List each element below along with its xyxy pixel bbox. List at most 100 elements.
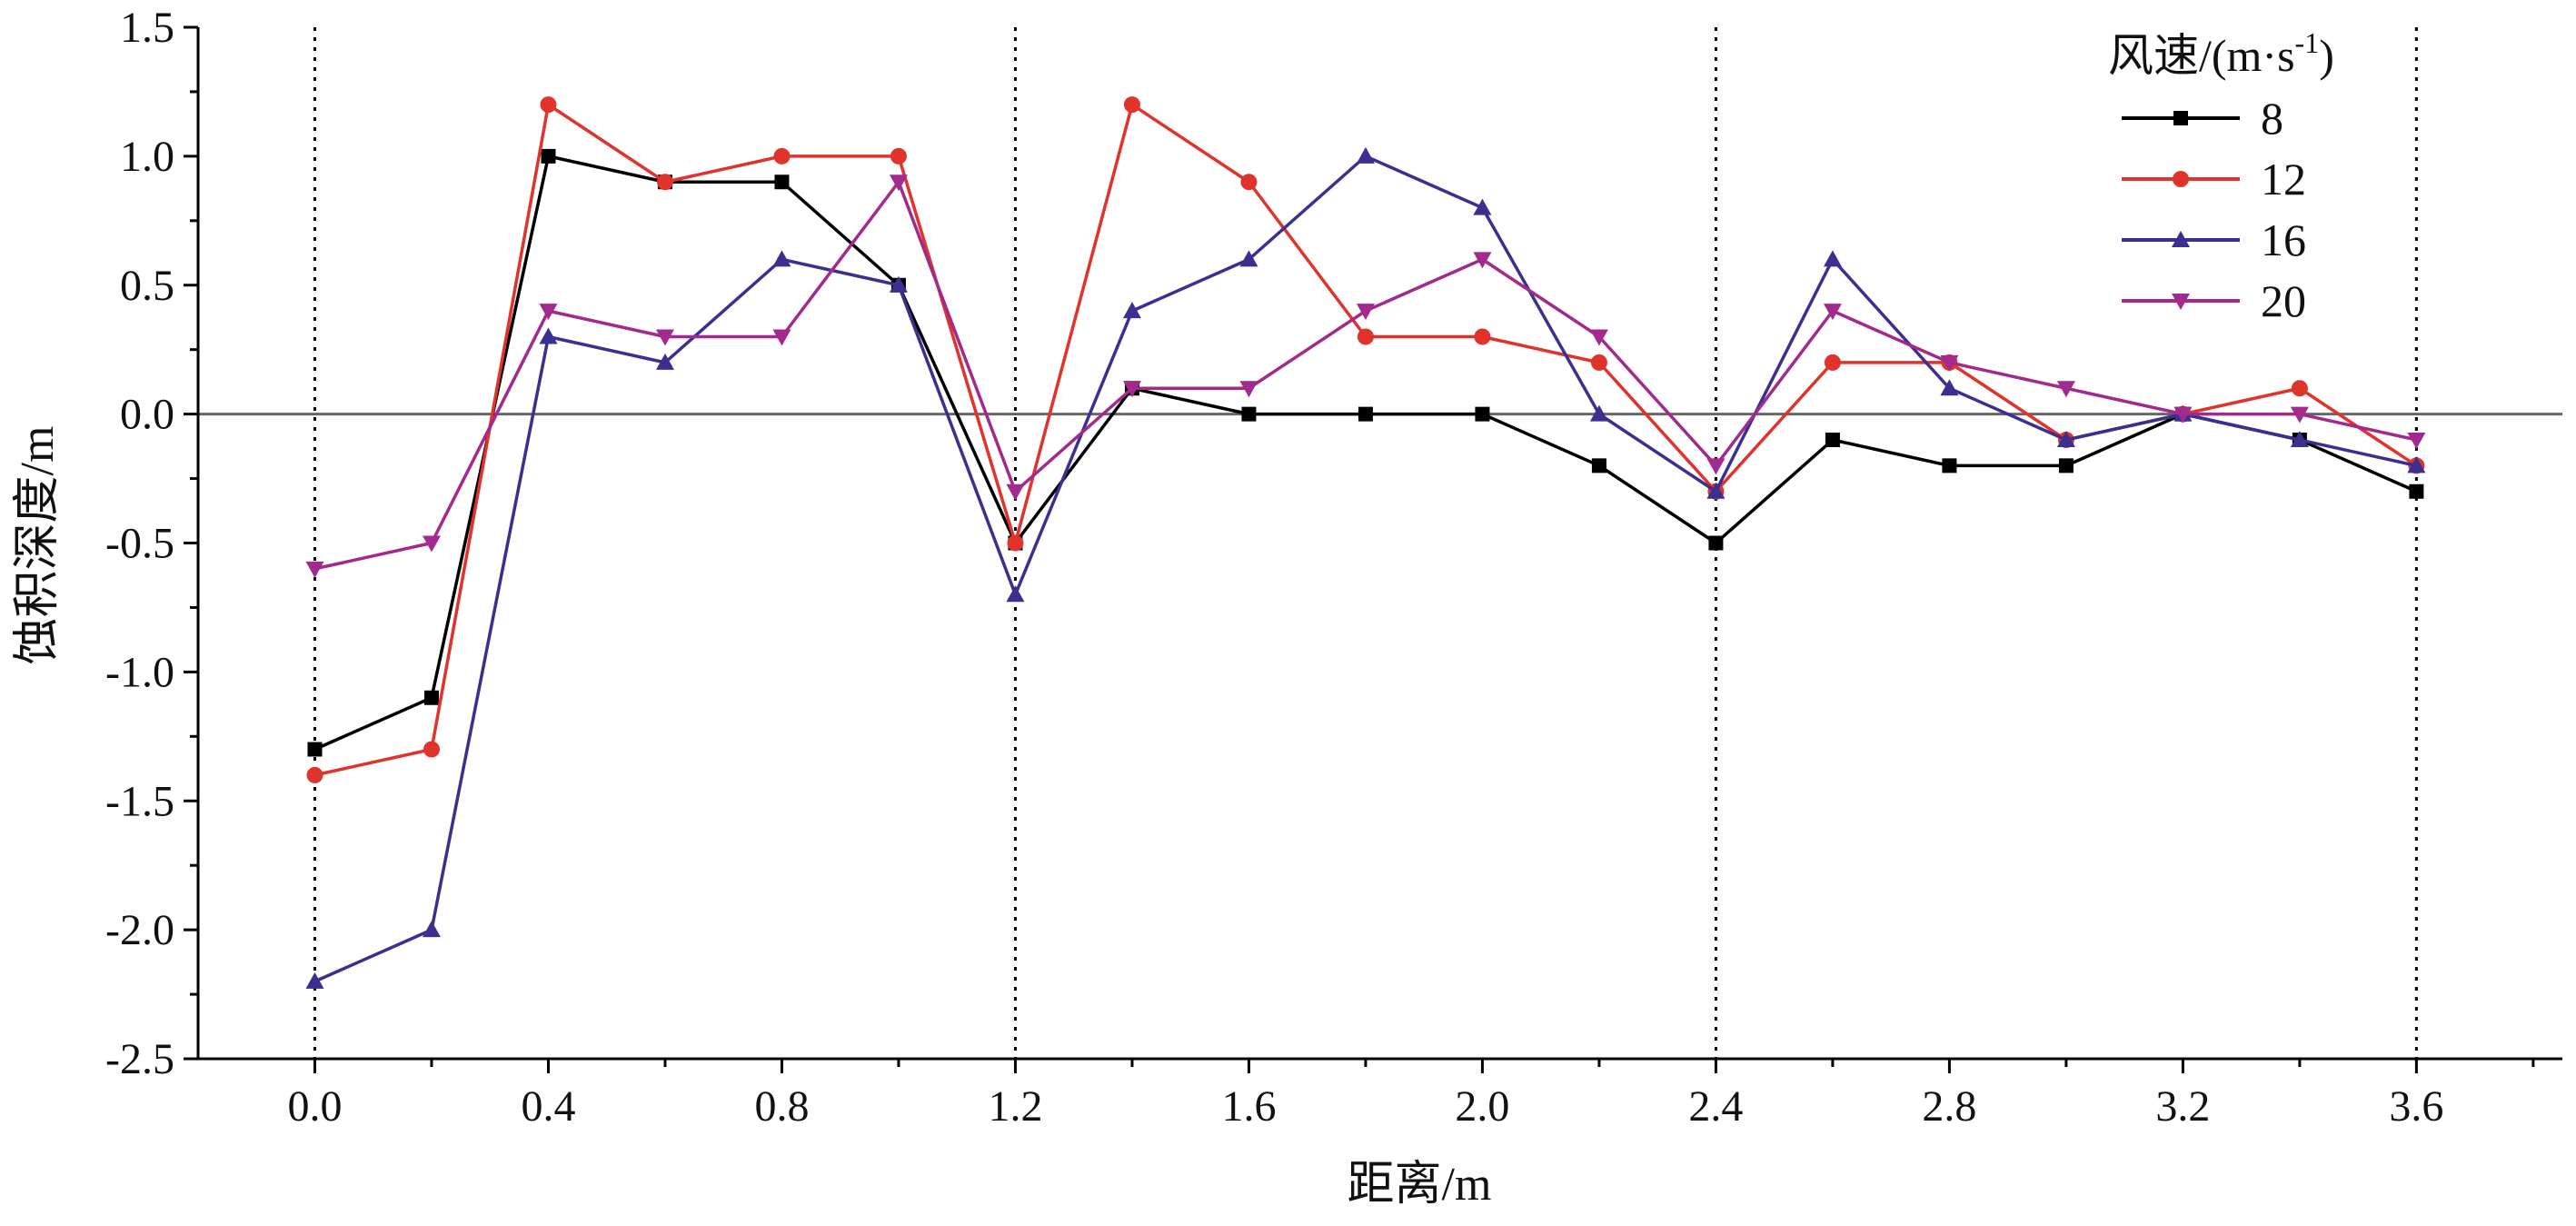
data-point-16-5 [889,275,908,293]
series-line-12 [314,103,2418,777]
data-point-12-0 [306,766,323,783]
x-tick-label-5: 2.0 [1455,1082,1509,1131]
legend-marker-16 [2172,231,2190,247]
data-point-20-17 [2290,406,2309,424]
data-point-20-9 [1356,304,1375,321]
data-point-20-13 [1823,304,1842,321]
data-point-20-16 [2173,406,2193,424]
x-tick-label-9: 3.6 [2389,1082,2443,1131]
y-tick-label-6: -1.5 [105,777,174,825]
data-point-12-11 [1590,354,1607,371]
data-point-12-17 [2291,380,2308,397]
data-point-8-13 [1825,433,1840,447]
data-point-20-0 [305,561,324,578]
data-point-16-9 [1356,146,1375,164]
data-point-16-6 [1006,585,1025,603]
data-point-12-6 [1007,534,1024,552]
data-point-20-15 [2056,381,2075,398]
data-point-12-4 [773,147,791,164]
y-tick-label-4: -0.5 [105,520,174,568]
data-point-12-3 [656,174,673,191]
data-point-12-10 [1474,328,1491,345]
data-point-16-12 [1706,482,1726,499]
data-point-20-1 [422,535,441,553]
legend-title: 风速/(m·s-1) [2108,26,2334,81]
data-point-20-6 [1006,483,1025,501]
data-point-16-4 [772,250,791,267]
x-tick-label-6: 2.4 [1688,1082,1743,1131]
y-tick-label-5: -1.0 [105,648,174,696]
y-tick-label-8: -2.5 [105,1035,174,1083]
data-point-20-7 [1122,381,1141,398]
data-point-8-11 [1591,458,1606,473]
legend-marker-12 [2173,171,2189,187]
data-point-12-1 [423,741,440,758]
data-point-12-5 [890,147,907,164]
data-point-20-10 [1473,252,1492,269]
data-point-12-13 [1824,354,1841,371]
y-tick-label-3: 0.0 [120,391,174,439]
legend-label-12: 12 [2261,154,2306,204]
data-point-8-10 [1475,406,1490,422]
data-point-16-7 [1122,302,1141,319]
series-line-20 [314,180,2417,571]
data-point-16-14 [1940,379,1959,396]
data-point-16-8 [1239,250,1258,267]
data-point-12-8 [1240,174,1258,191]
data-point-16-11 [1589,404,1608,422]
x-tick-label-7: 2.8 [1922,1082,1976,1131]
series-line-16 [313,154,2417,983]
data-point-20-18 [2407,433,2426,449]
data-point-8-0 [307,742,323,757]
data-point-8-14 [1942,458,1957,473]
legend-label-8: 8 [2261,93,2283,144]
y-tick-label-7: -2.0 [105,906,174,954]
y-axis-title: 蚀积深度/m [12,426,64,665]
data-point-20-4 [772,329,791,346]
data-point-16-2 [539,327,558,344]
data-point-12-9 [1357,328,1374,345]
data-point-20-2 [539,304,558,321]
legend-marker-8 [2173,111,2188,125]
data-point-8-1 [423,690,439,705]
data-point-16-15 [2056,431,2075,447]
x-tick-label-2: 0.8 [754,1082,809,1131]
x-tick-label-0: 0.0 [287,1082,342,1131]
x-tick-label-1: 0.4 [521,1082,575,1131]
data-point-20-3 [655,329,674,346]
data-point-8-8 [1241,406,1257,422]
series-line-8 [313,154,2418,752]
data-point-8-2 [541,148,556,164]
data-point-8-15 [2058,458,2074,473]
data-point-12-2 [540,96,557,114]
data-point-20-5 [889,174,908,192]
data-point-8-4 [774,174,790,190]
legend-label-20: 20 [2261,275,2306,326]
data-point-16-3 [655,353,674,370]
y-tick-label-2: 0.5 [120,262,174,310]
legend-marker-20 [2172,294,2190,310]
data-point-20-11 [1589,329,1608,346]
data-point-16-0 [305,972,324,989]
y-tick-label-1: 1.0 [120,133,174,181]
x-tick-label-4: 1.6 [1221,1082,1276,1131]
data-point-8-9 [1358,406,1373,422]
data-point-16-1 [422,921,441,938]
data-point-16-18 [2407,456,2426,473]
data-point-8-18 [2409,483,2424,499]
data-point-20-8 [1239,381,1258,398]
data-point-8-12 [1708,535,1724,551]
legend-label-16: 16 [2261,214,2306,265]
data-point-16-13 [1823,250,1842,267]
data-point-20-14 [1940,354,1959,372]
data-point-16-17 [2290,431,2309,447]
x-tick-label-3: 1.2 [988,1082,1042,1131]
x-axis-title: 距离/m [1348,1159,1492,1211]
x-tick-label-8: 3.2 [2155,1082,2210,1131]
data-point-12-7 [1123,96,1140,114]
data-point-20-12 [1706,458,1726,475]
data-point-16-10 [1473,198,1492,215]
y-tick-label-0: 1.5 [120,4,174,52]
